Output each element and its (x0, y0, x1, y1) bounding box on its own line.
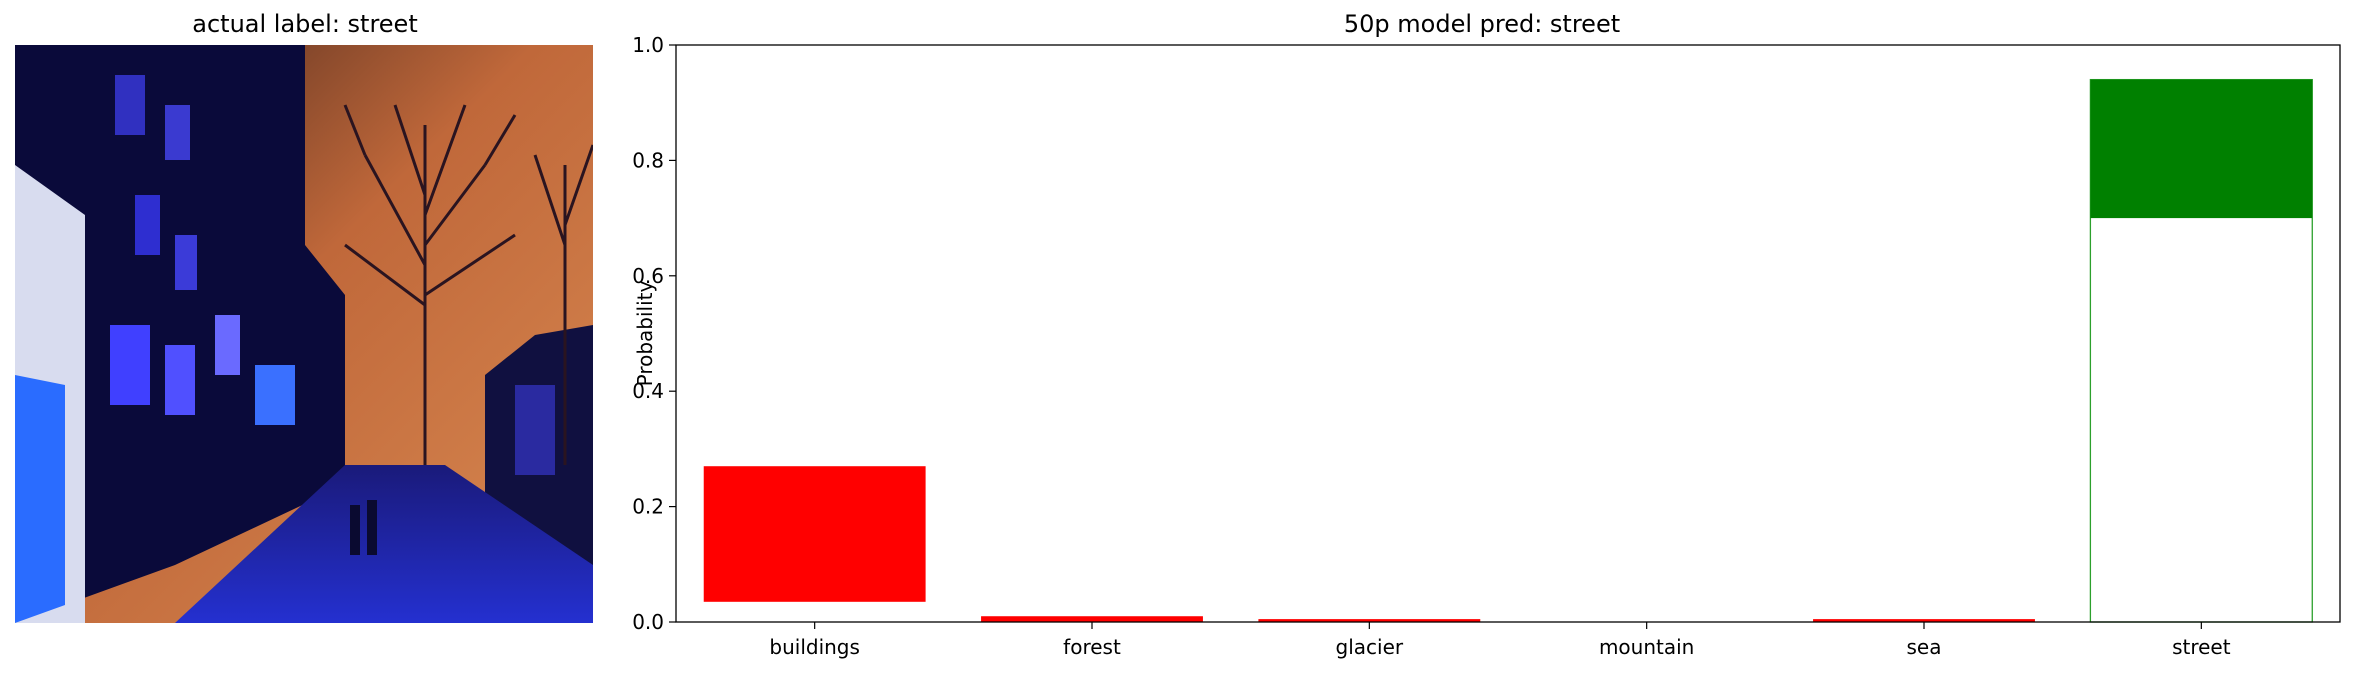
y-tick-label: 1.0 (632, 33, 664, 57)
x-tick-label-buildings: buildings (769, 635, 860, 659)
plot-frame (675, 44, 2341, 623)
x-tick-label-street: street (2172, 635, 2231, 659)
chart-title: 50p model pred: street (1343, 10, 1621, 38)
y-tick-label: 0.8 (632, 148, 664, 172)
bars-layer (703, 78, 2313, 623)
y-tick-label: 0.6 (632, 264, 664, 288)
bar-sea (1813, 619, 2035, 622)
y-axis-label: Probability (633, 280, 657, 386)
bar-street (2090, 79, 2313, 219)
bar-glacier (1258, 619, 1481, 622)
bar-forest (981, 616, 1203, 622)
y-tick-label: 0.0 (632, 610, 664, 634)
y-tick-label: 0.2 (632, 495, 664, 519)
ticks-layer: buildings forest glacier mountain sea street 0… (632, 33, 2231, 659)
y-tick-label: 0.4 (632, 379, 664, 403)
x-tick-label-sea: sea (1907, 635, 1942, 659)
street-photo (15, 45, 593, 623)
x-tick-label-glacier: glacier (1336, 635, 1404, 659)
image-title: actual label: street (192, 10, 418, 38)
x-tick-label-forest: forest (1063, 635, 1121, 659)
x-tick-label-mountain: mountain (1599, 635, 1694, 659)
bar-buildings (703, 466, 926, 602)
